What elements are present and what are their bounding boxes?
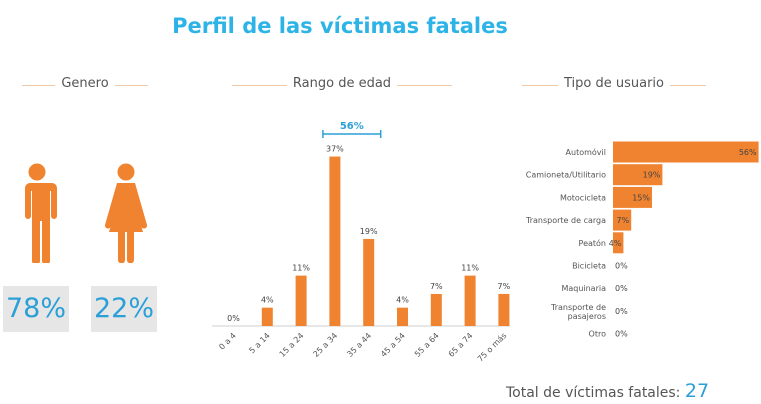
age-bar <box>498 293 510 326</box>
female-percentage: 22% <box>91 286 157 332</box>
age-section-header: Rango de edad <box>232 76 452 94</box>
total-value: 27 <box>684 380 710 402</box>
total-label: Total de víctimas fatales: <box>506 385 681 401</box>
gender-section-header: Genero <box>22 76 148 94</box>
gender-section-label: Genero <box>55 76 115 91</box>
age-section-label: Rango de edad <box>286 76 398 91</box>
user-value-label: 4% <box>609 239 622 248</box>
user-category-label: Maquinaria <box>561 284 606 293</box>
user-category-label: Automóvil <box>566 147 606 157</box>
user-value-label: 0% <box>615 307 628 316</box>
age-bar <box>261 307 273 326</box>
age-value-label: 4% <box>396 296 409 305</box>
male-percentage: 78% <box>3 286 69 332</box>
user-category-label: Peatón <box>579 238 606 248</box>
user-category-label: Transporte de <box>550 303 606 312</box>
user-value-label: 0% <box>615 284 628 293</box>
total-victims: Total de víctimas fatales: 27 <box>506 380 709 402</box>
age-value-label: 11% <box>461 264 479 273</box>
page-title: Perfil de las víctimas fatales <box>172 14 508 38</box>
user-bar <box>613 164 663 186</box>
age-value-label: 19% <box>360 227 378 236</box>
user-value-label: 0% <box>615 262 628 271</box>
age-bar <box>329 156 341 326</box>
user-bar <box>613 209 632 231</box>
user-value-label: 56% <box>739 148 757 157</box>
age-bar <box>295 275 307 326</box>
age-bar <box>430 293 442 326</box>
age-value-label: 7% <box>430 282 443 291</box>
male-icon <box>22 163 57 263</box>
user-value-label: 15% <box>632 193 650 202</box>
annotation-label: 56% <box>340 121 364 132</box>
user-value-label: 7% <box>616 216 629 225</box>
age-bar <box>397 307 408 326</box>
user-bar <box>613 141 759 163</box>
user-bar <box>613 232 624 254</box>
user-category-label: Motocicleta <box>560 193 606 202</box>
user-value-label: 19% <box>643 171 661 180</box>
user-category-label: Camioneta/Utilitario <box>526 171 606 180</box>
user-category-label: Transporte de carga <box>525 216 606 225</box>
user-section-label: Tipo de usuario <box>557 76 670 91</box>
age-value-label: 4% <box>261 296 274 305</box>
user-section-header: Tipo de usuario <box>522 76 706 94</box>
age-value-label: 0% <box>227 314 240 323</box>
user-category-label: pasajeros <box>568 312 606 321</box>
user-category-label: Otro <box>589 330 607 339</box>
age-bar <box>363 238 375 326</box>
female-icon <box>104 163 148 263</box>
age-value-label: 7% <box>498 282 511 291</box>
user-bar <box>613 186 652 208</box>
age-value-label: 37% <box>326 145 344 154</box>
user-category-label: Bicicleta <box>572 262 606 271</box>
age-value-label: 11% <box>292 264 310 273</box>
age-bar <box>464 275 476 326</box>
user-value-label: 0% <box>615 330 628 339</box>
